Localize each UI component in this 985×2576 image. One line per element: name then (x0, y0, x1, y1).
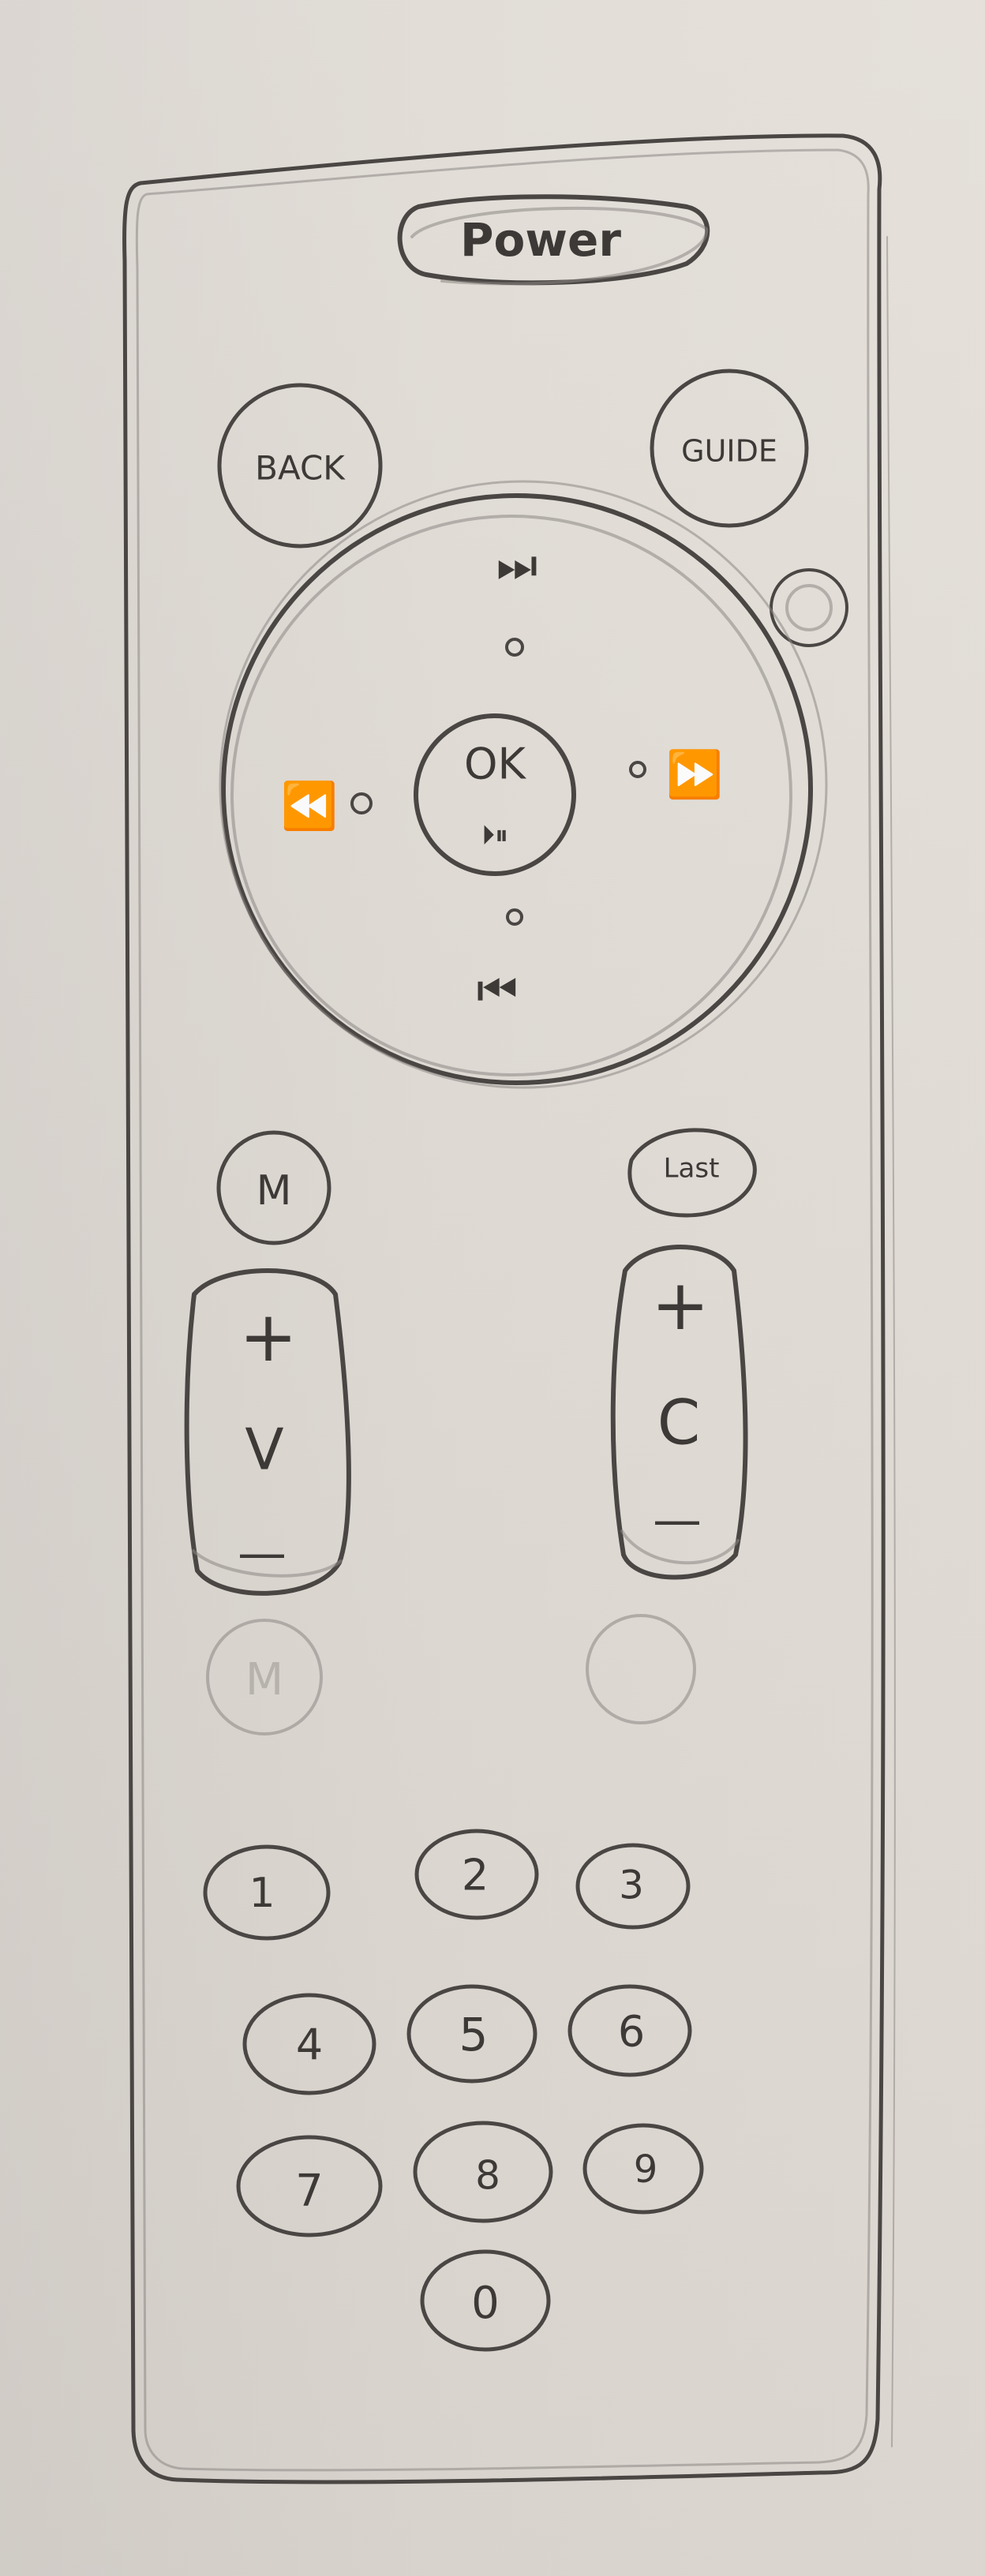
channel-up-button[interactable]: + (651, 1264, 710, 1346)
ok-label: OK (464, 739, 527, 789)
key-4-label: 4 (296, 2020, 323, 2070)
key-6[interactable]: 6 (567, 1984, 692, 2077)
last-channel-button[interactable]: Last (627, 1128, 757, 1218)
rewind-button[interactable]: ⏪ (281, 779, 373, 833)
faded-left-label: M (245, 1654, 283, 1705)
key-7[interactable]: 7 (236, 2135, 383, 2237)
key-2[interactable]: 2 (414, 1829, 539, 1920)
guide-label: GUIDE (681, 434, 777, 469)
small-side-button[interactable] (770, 568, 848, 647)
play-pause-icon: ⏵⏸ (481, 820, 508, 852)
skip-forward-icon: ⏭ (496, 538, 537, 592)
key-0[interactable]: 0 (420, 2249, 551, 2352)
key-7-label: 7 (295, 2166, 324, 2217)
channel-label: C (657, 1387, 700, 1458)
skip-back-button[interactable]: ⏮ (477, 908, 523, 1017)
back-button[interactable]: BACK (217, 383, 383, 549)
skip-forward-button[interactable]: ⏭ (496, 538, 537, 657)
faded-right-button[interactable] (586, 1614, 696, 1724)
key-5[interactable]: 5 (406, 1984, 537, 2084)
mute-button[interactable]: M (216, 1130, 331, 1245)
key-6-label: 6 (618, 2007, 645, 2057)
volume-label: V (245, 1417, 283, 1483)
guide-button[interactable]: GUIDE (650, 369, 809, 528)
key-3[interactable]: 3 (575, 1843, 691, 1930)
fast-forward-icon: ⏩ (666, 747, 723, 801)
key-4[interactable]: 4 (242, 1993, 376, 2095)
power-label: Power (460, 213, 621, 267)
key-2-label: 2 (462, 1851, 489, 1900)
key-1-label: 1 (249, 1870, 275, 1917)
channel-rocker[interactable]: + C — (610, 1245, 748, 1580)
navigation-dpad[interactable]: ⏭ ⏪ ⏩ ⏮ OK ⏵⏸ (219, 480, 828, 1089)
ok-button[interactable]: OK ⏵⏸ (414, 713, 576, 876)
key-9-label: 9 (634, 2147, 658, 2192)
key-1[interactable]: 1 (203, 1844, 331, 1941)
mute-label: M (257, 1167, 292, 1215)
key-8[interactable]: 8 (413, 2121, 553, 2223)
rewind-icon: ⏪ (281, 779, 338, 833)
faded-left-button[interactable]: M (206, 1619, 323, 1735)
volume-down-button[interactable]: — (238, 1524, 287, 1582)
channel-down-button[interactable]: — (653, 1491, 702, 1548)
key-9[interactable]: 9 (582, 2123, 704, 2215)
key-8-label: 8 (475, 2153, 500, 2199)
fast-forward-button[interactable]: ⏩ (629, 747, 723, 801)
last-label: Last (664, 1153, 720, 1185)
key-3-label: 3 (619, 1863, 644, 1908)
power-button[interactable]: Power (397, 194, 710, 286)
numeric-keypad: 1 2 3 4 5 6 7 8 (203, 1829, 704, 2352)
key-5-label: 5 (459, 2008, 489, 2061)
skip-back-icon: ⏮ (477, 963, 518, 1017)
volume-up-button[interactable]: + (239, 1296, 298, 1377)
key-0-label: 0 (471, 2278, 500, 2329)
volume-rocker[interactable]: + V — (184, 1268, 351, 1596)
back-label: BACK (255, 449, 346, 488)
